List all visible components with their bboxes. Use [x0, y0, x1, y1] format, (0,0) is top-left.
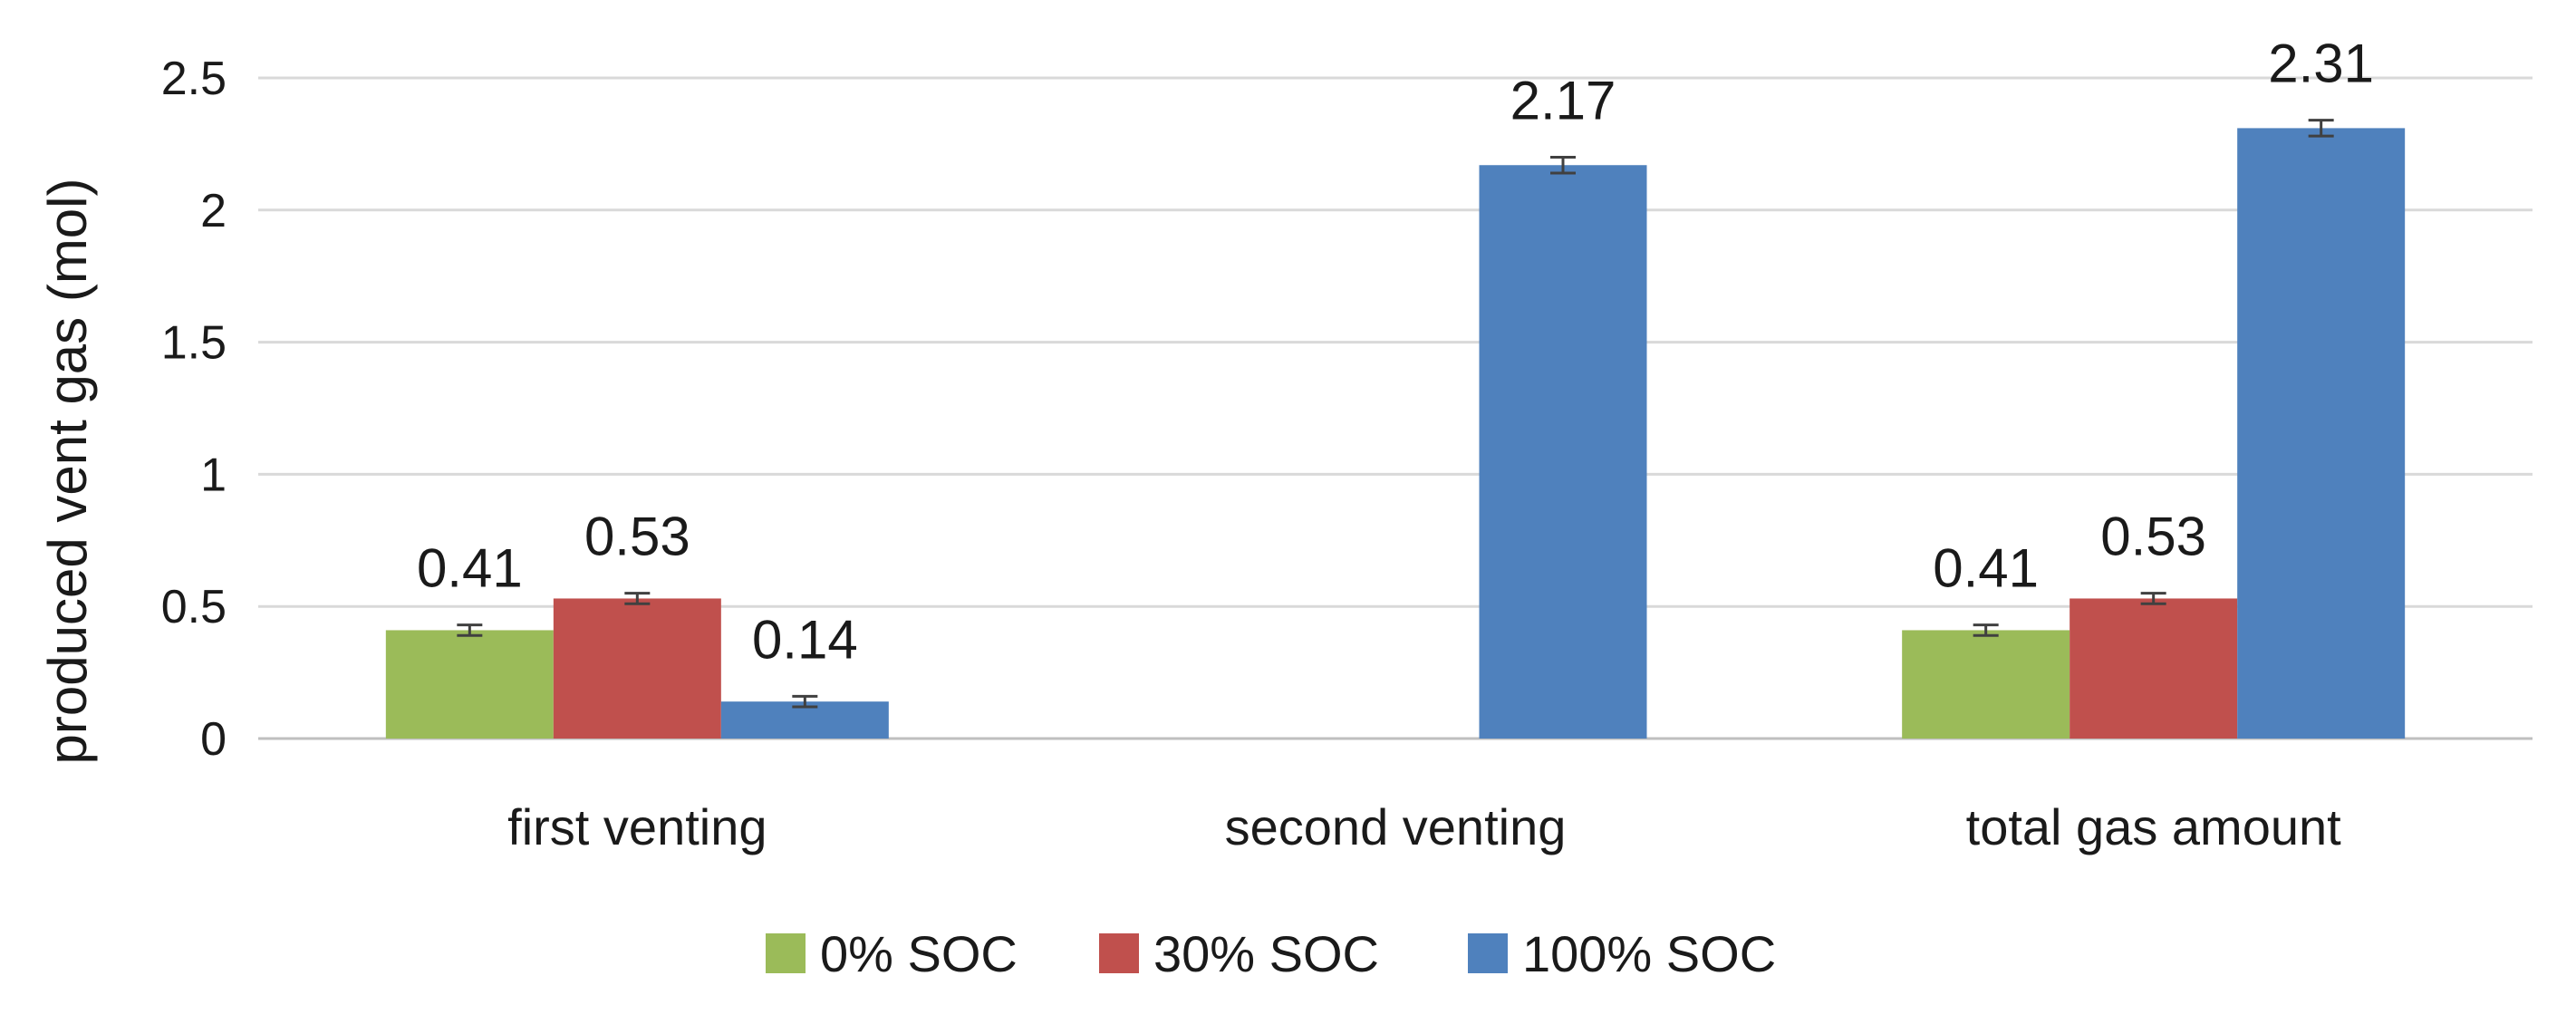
y-tick-label: 2 — [200, 185, 227, 237]
bar — [553, 598, 721, 739]
y-axis-label: produced vent gas (mol) — [37, 179, 98, 765]
legend: 0% SOC 30% SOC 100% SOC — [766, 925, 1776, 982]
data-label: 0.41 — [417, 538, 523, 599]
bar — [1902, 630, 2070, 739]
bars — [385, 128, 2406, 739]
y-axis-ticks: 0 0.5 1 1.5 2 2.5 — [161, 53, 227, 766]
data-labels: 0.41 0.53 0.14 2.17 0.41 0.53 2.31 — [417, 34, 2374, 671]
legend-label: 100% SOC — [1522, 925, 1776, 982]
y-tick-label: 2.5 — [161, 53, 227, 105]
y-tick-label: 1 — [200, 449, 227, 501]
bar — [2069, 598, 2238, 739]
legend-label: 30% SOC — [1153, 925, 1379, 982]
error-bars — [457, 119, 2334, 709]
x-category-label: total gas amount — [1966, 798, 2341, 855]
data-label: 0.14 — [752, 609, 858, 670]
legend-swatch — [1099, 933, 1139, 973]
x-axis-categories: first venting second venting total gas amo… — [507, 798, 2341, 855]
data-label: 2.31 — [2268, 34, 2374, 94]
bar — [2237, 128, 2406, 739]
data-label: 0.41 — [1933, 538, 2039, 599]
x-category-label: first venting — [507, 798, 767, 855]
x-category-label: second venting — [1225, 798, 1567, 855]
legend-label: 0% SOC — [820, 925, 1018, 982]
data-label: 0.53 — [2100, 507, 2206, 567]
y-tick-label: 0.5 — [161, 581, 227, 633]
bar — [1479, 165, 1647, 739]
data-label: 2.17 — [1510, 70, 1616, 130]
bar — [385, 630, 554, 739]
legend-swatch — [766, 933, 806, 973]
legend-swatch — [1468, 933, 1508, 973]
y-tick-label: 1.5 — [161, 317, 227, 370]
data-label: 0.53 — [584, 507, 690, 567]
y-tick-label: 0 — [200, 713, 227, 766]
